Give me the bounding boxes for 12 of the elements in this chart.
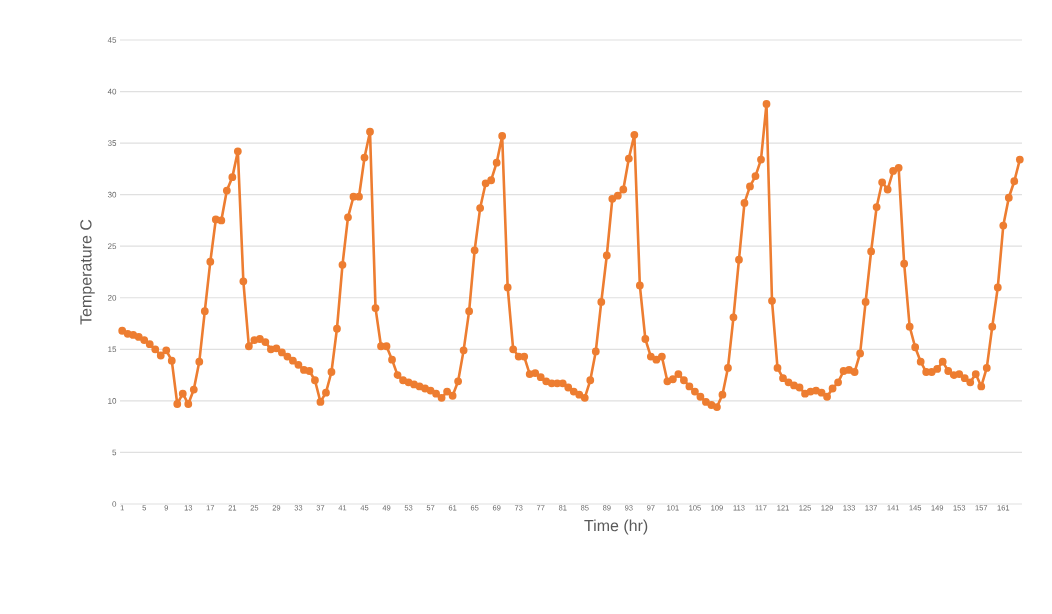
y-tick-label: 20	[107, 294, 117, 301]
y-tick-label: 5	[112, 449, 117, 456]
y-tick-label: 0	[112, 501, 117, 507]
y-tick-label: 10	[108, 398, 117, 404]
y-tick-label: 15	[108, 346, 117, 353]
y-tick-label: 25	[107, 243, 117, 250]
y-tick-label: 45	[107, 37, 117, 43]
y-axis-title: Temperature C	[80, 219, 95, 325]
x-axis-title: Time (hr)	[584, 519, 648, 535]
y-tick-label: 35	[107, 140, 117, 146]
y-tick-label: 40	[107, 88, 117, 95]
y-tick-label: 30	[107, 191, 117, 198]
